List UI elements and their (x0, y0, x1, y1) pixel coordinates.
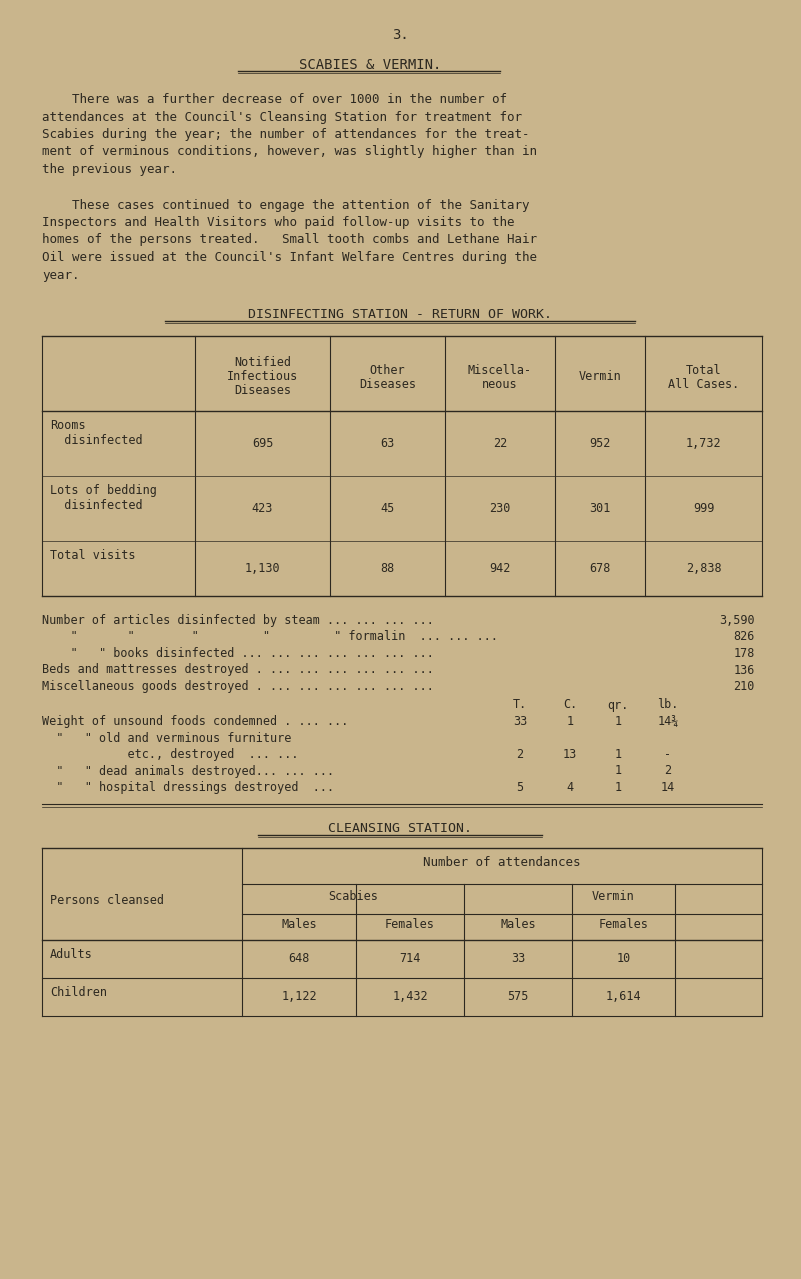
Text: 695: 695 (252, 437, 273, 450)
Text: 136: 136 (734, 664, 755, 677)
Text: 22: 22 (493, 437, 507, 450)
Text: "   " hospital dressings destroyed  ...: " " hospital dressings destroyed ... (42, 781, 334, 794)
Text: 575: 575 (507, 990, 529, 1003)
Text: 210: 210 (734, 680, 755, 693)
Text: 1: 1 (614, 715, 622, 728)
Text: disinfected: disinfected (50, 499, 143, 512)
Text: "   " dead animals destroyed... ... ...: " " dead animals destroyed... ... ... (42, 765, 334, 778)
Text: 942: 942 (489, 561, 511, 576)
Text: Lots of bedding: Lots of bedding (50, 483, 157, 498)
Text: 178: 178 (734, 647, 755, 660)
Text: disinfected: disinfected (50, 434, 143, 446)
Text: attendances at the Council's Cleansing Station for treatment for: attendances at the Council's Cleansing S… (42, 110, 522, 124)
Text: Vermin: Vermin (578, 371, 622, 384)
Text: 1,732: 1,732 (686, 437, 722, 450)
Text: C.: C. (563, 698, 578, 711)
Text: 3.: 3. (392, 28, 409, 42)
Text: Vermin: Vermin (592, 889, 634, 903)
Text: These cases continued to engage the attention of the Sanitary: These cases continued to engage the atte… (42, 198, 529, 211)
Text: Other: Other (370, 363, 405, 376)
Text: 230: 230 (489, 501, 511, 515)
Text: Weight of unsound foods condemned . ... ...: Weight of unsound foods condemned . ... … (42, 715, 348, 728)
Text: Diseases: Diseases (359, 377, 416, 390)
Text: DISINFECTING STATION - RETURN OF WORK.: DISINFECTING STATION - RETURN OF WORK. (248, 308, 552, 321)
Text: Females: Females (598, 917, 649, 931)
Text: -: - (665, 748, 671, 761)
Text: All Cases.: All Cases. (668, 377, 739, 390)
Text: 14¾: 14¾ (658, 715, 678, 728)
Text: Total: Total (686, 363, 722, 376)
Text: Rooms: Rooms (50, 420, 86, 432)
Text: 1,432: 1,432 (392, 990, 428, 1003)
Text: 678: 678 (590, 561, 610, 576)
Text: 5: 5 (517, 781, 524, 794)
Text: Adults: Adults (50, 948, 93, 961)
Text: Inspectors and Health Visitors who paid follow-up visits to the: Inspectors and Health Visitors who paid … (42, 216, 514, 229)
Text: Infectious: Infectious (227, 371, 298, 384)
Text: "       "        "         "         " formalin  ... ... ...: " " " " " formalin ... ... ... (42, 631, 498, 643)
Text: 4: 4 (566, 781, 574, 794)
Text: Total visits: Total visits (50, 549, 135, 561)
Text: Number of articles disinfected by steam ... ... ... ...: Number of articles disinfected by steam … (42, 614, 434, 627)
Text: 1: 1 (614, 765, 622, 778)
Text: 2: 2 (517, 748, 524, 761)
Text: Oil were issued at the Council's Infant Welfare Centres during the: Oil were issued at the Council's Infant … (42, 251, 537, 263)
Text: homes of the persons treated.   Small tooth combs and Lethane Hair: homes of the persons treated. Small toot… (42, 234, 537, 247)
Text: Females: Females (385, 917, 435, 931)
Text: 1,130: 1,130 (244, 561, 280, 576)
Text: 2,838: 2,838 (686, 561, 722, 576)
Text: Children: Children (50, 986, 107, 999)
Text: 1,614: 1,614 (606, 990, 642, 1003)
Text: the previous year.: the previous year. (42, 162, 177, 177)
Text: Persons cleansed: Persons cleansed (50, 894, 164, 908)
Text: Diseases: Diseases (234, 385, 291, 398)
Text: 999: 999 (693, 501, 714, 515)
Text: Scabies during the year; the number of attendances for the treat-: Scabies during the year; the number of a… (42, 128, 529, 141)
Text: 714: 714 (400, 952, 421, 964)
Text: ment of verminous conditions, however, was slightly higher than in: ment of verminous conditions, however, w… (42, 146, 537, 159)
Text: Notified: Notified (234, 357, 291, 370)
Text: 13: 13 (563, 748, 578, 761)
Text: 1: 1 (614, 781, 622, 794)
Text: "   " old and verminous furniture: " " old and verminous furniture (42, 732, 292, 744)
Text: 88: 88 (380, 561, 395, 576)
Text: 423: 423 (252, 501, 273, 515)
Text: Miscella-: Miscella- (468, 363, 532, 376)
Text: neous: neous (482, 377, 517, 390)
Text: qr.: qr. (607, 698, 629, 711)
Text: 1: 1 (566, 715, 574, 728)
Text: Number of attendances: Number of attendances (423, 856, 581, 868)
Text: 1: 1 (614, 748, 622, 761)
Text: T.: T. (513, 698, 527, 711)
Text: SCABIES & VERMIN.: SCABIES & VERMIN. (299, 58, 441, 72)
Text: "   " books disinfected ... ... ... ... ... ... ...: " " books disinfected ... ... ... ... ..… (42, 647, 434, 660)
Text: lb.: lb. (658, 698, 678, 711)
Text: Scabies: Scabies (328, 889, 378, 903)
Text: Males: Males (281, 917, 317, 931)
Text: There was a further decrease of over 1000 in the number of: There was a further decrease of over 100… (42, 93, 507, 106)
Text: 3,590: 3,590 (719, 614, 755, 627)
Text: 301: 301 (590, 501, 610, 515)
Text: 2: 2 (665, 765, 671, 778)
Text: CLEANSING STATION.: CLEANSING STATION. (328, 821, 472, 834)
Text: 648: 648 (288, 952, 310, 964)
Text: 33: 33 (513, 715, 527, 728)
Text: 63: 63 (380, 437, 395, 450)
Text: 10: 10 (617, 952, 630, 964)
Text: 33: 33 (511, 952, 525, 964)
Text: year.: year. (42, 269, 79, 281)
Text: Beds and mattresses destroyed . ... ... ... ... ... ...: Beds and mattresses destroyed . ... ... … (42, 664, 434, 677)
Text: Miscellaneous goods destroyed . ... ... ... ... ... ...: Miscellaneous goods destroyed . ... ... … (42, 680, 434, 693)
Text: 952: 952 (590, 437, 610, 450)
Text: Males: Males (500, 917, 536, 931)
Text: 14: 14 (661, 781, 675, 794)
Text: 45: 45 (380, 501, 395, 515)
Text: 826: 826 (734, 631, 755, 643)
Text: etc., destroyed  ... ...: etc., destroyed ... ... (42, 748, 299, 761)
Text: 1,122: 1,122 (281, 990, 317, 1003)
